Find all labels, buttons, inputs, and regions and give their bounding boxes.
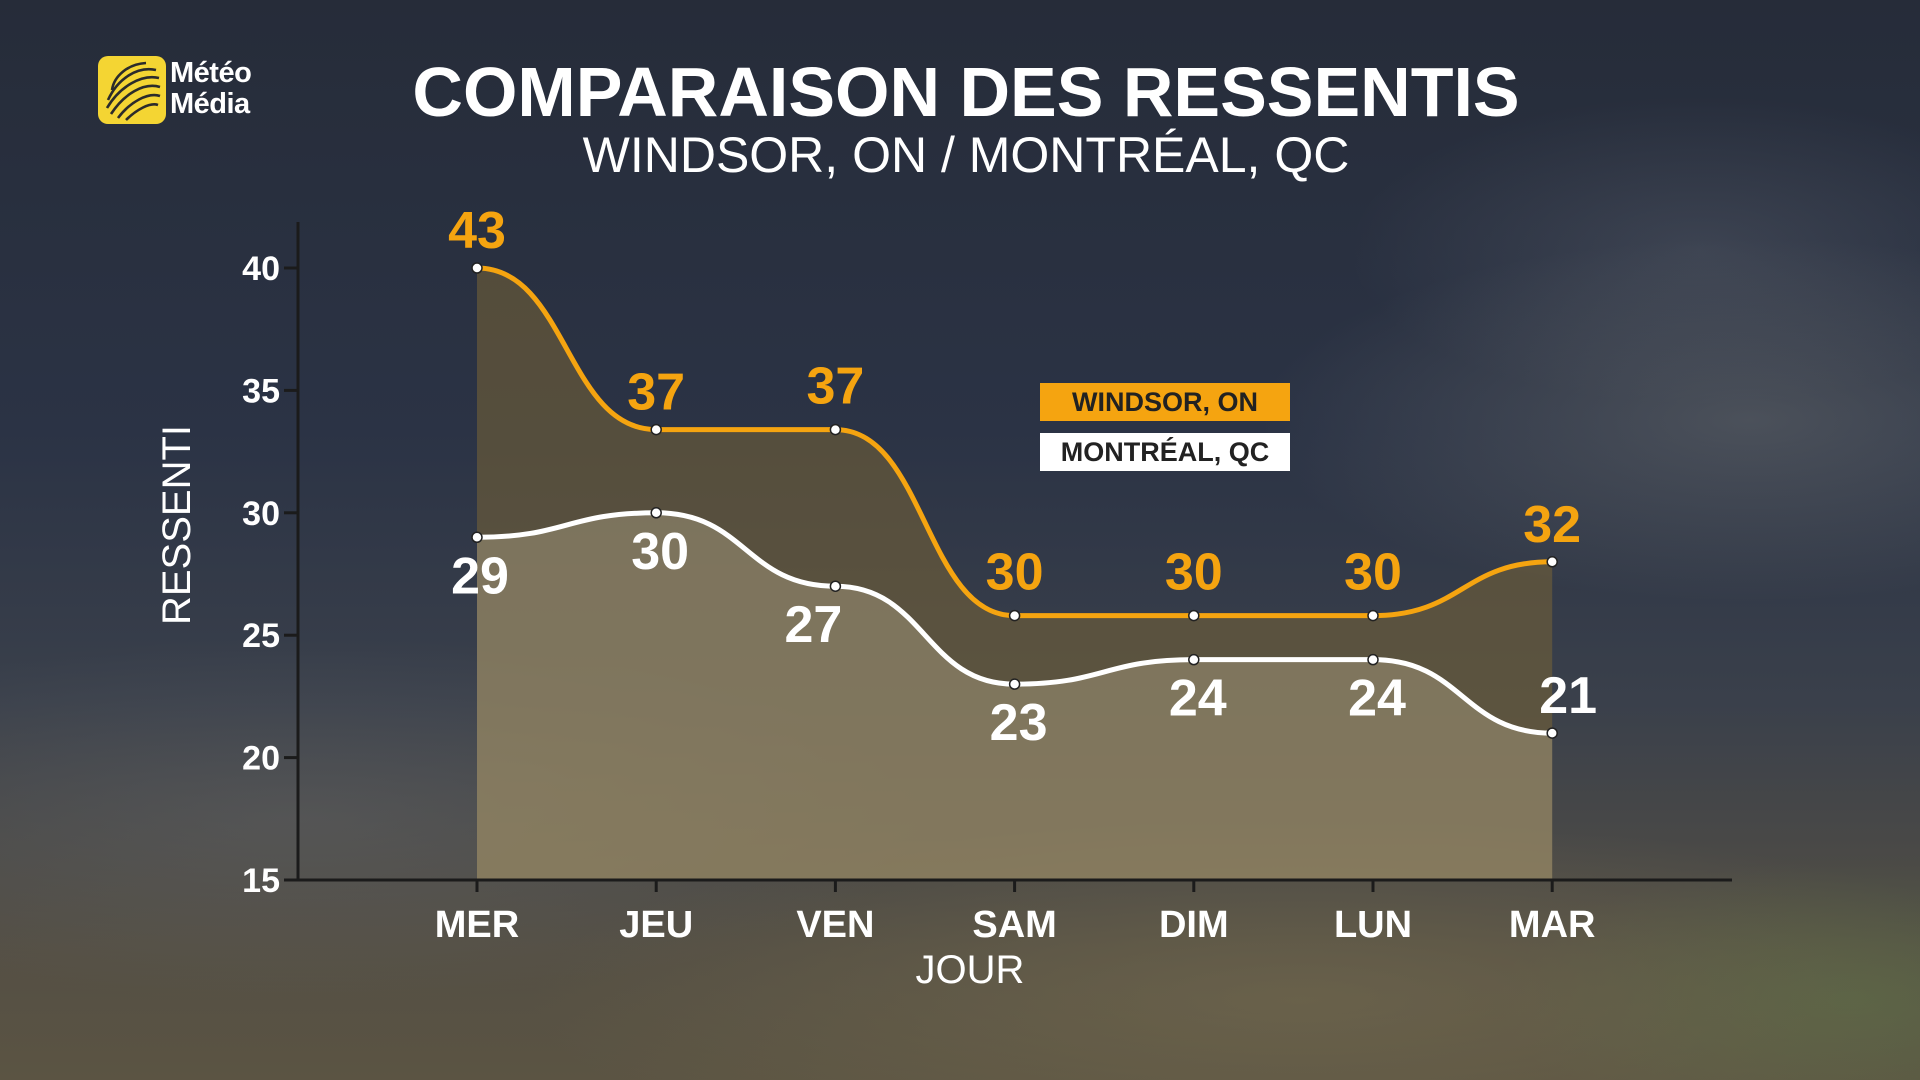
data-point-series-1	[1546, 556, 1558, 568]
data-point-series-2	[1546, 727, 1558, 739]
data-point-series-1	[829, 423, 842, 436]
data-point-series-2	[829, 580, 842, 592]
brand-name: Météo Média	[170, 57, 252, 120]
data-label-series-2: 29	[451, 547, 509, 605]
chart-subtitle: WINDSOR, ON / MONTRÉAL, QC	[583, 127, 1350, 183]
area-layer	[477, 268, 1553, 880]
legend-swatch-series-1	[1040, 383, 1290, 421]
data-label-series-1: 32	[1523, 496, 1581, 554]
x-axis-title: JOUR	[916, 948, 1025, 992]
x-tick-label: MER	[435, 904, 519, 946]
y-tick-label: 35	[242, 372, 280, 410]
data-point-series-2	[1188, 653, 1200, 666]
y-tick-label: 30	[242, 495, 280, 533]
data-label-series-1: 30	[986, 544, 1044, 602]
data-label-series-2: 30	[631, 523, 689, 581]
data-label-series-1: 30	[1165, 544, 1223, 602]
y-axis-title: RESSENTI	[155, 425, 199, 625]
y-tick-label: 40	[242, 250, 280, 288]
x-tick-label: MAR	[1509, 904, 1596, 946]
x-tick-label: JEU	[619, 904, 693, 946]
data-label-series-1: 30	[1344, 544, 1402, 602]
data-points	[471, 262, 1558, 739]
data-point-series-2	[1008, 678, 1021, 690]
legend: WINDSOR, ON MONTRÉAL, QC	[1040, 383, 1290, 471]
meteomedia-logo: Météo Média	[98, 56, 288, 128]
data-label-series-2: 23	[990, 694, 1048, 752]
legend-label-series-2: MONTRÉAL, QC	[1061, 436, 1270, 467]
data-point-series-2	[650, 507, 662, 519]
data-label-series-2: 21	[1539, 667, 1597, 725]
data-label-series-1: 43	[448, 202, 506, 260]
area-fill-series-1	[477, 268, 1553, 880]
legend-label-series-1: WINDSOR, ON	[1072, 387, 1258, 417]
data-point-series-1	[1367, 609, 1379, 622]
data-label-series-2: 27	[784, 596, 842, 654]
x-tick-label: SAM	[972, 904, 1056, 946]
y-tick-label: 20	[242, 740, 280, 778]
data-label-series-2: 24	[1348, 670, 1406, 728]
globe-icon	[98, 56, 166, 124]
x-tick-label: LUN	[1334, 904, 1412, 946]
data-label-series-1: 37	[627, 364, 685, 422]
brand-line-2: Média	[170, 88, 250, 120]
y-tick-label: 25	[242, 617, 280, 655]
x-tick-label: VEN	[796, 904, 874, 946]
chart-title: COMPARAISON DES RESSENTIS	[412, 53, 1519, 131]
x-tick-label: DIM	[1159, 904, 1229, 946]
legend-swatch-series-2	[1040, 433, 1290, 471]
data-point-series-2	[1367, 653, 1379, 666]
area-fill-series-2	[477, 512, 1553, 880]
data-point-series-1	[471, 262, 483, 274]
data-point-series-2	[471, 531, 483, 544]
data-label-series-1: 37	[806, 358, 864, 416]
data-labels: 43 37 37 30 30 30 32 29 30 27 23 24 24 21	[448, 202, 1597, 752]
y-ticks: 15 20 25 30 35 40	[242, 250, 298, 900]
data-label-series-2: 24	[1169, 670, 1227, 728]
x-ticks: MER JEU VEN SAM DIM LUN MAR	[435, 880, 1596, 946]
data-point-series-1	[1008, 609, 1021, 622]
data-point-series-1	[650, 423, 662, 436]
brand-line-1: Météo	[170, 57, 252, 89]
y-tick-label: 15	[242, 862, 280, 900]
data-point-series-1	[1188, 609, 1200, 622]
